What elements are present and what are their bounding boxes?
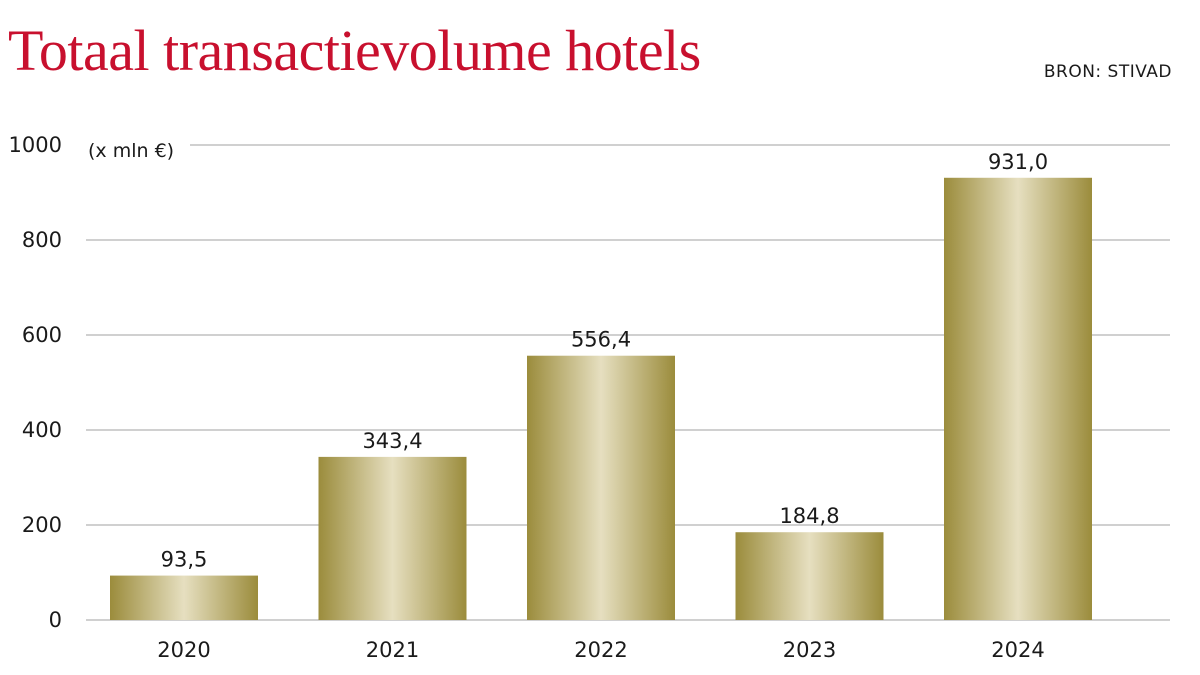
y-tick-label: 600: [22, 323, 62, 347]
bar-2020: [110, 575, 258, 620]
x-tick-label-2023: 2023: [783, 638, 836, 662]
y-tick-label: 1000: [9, 133, 62, 157]
y-tick-label: 800: [22, 228, 62, 252]
bars: [110, 177, 1092, 620]
value-label-2022: 556,4: [571, 328, 631, 352]
chart-title: Totaal transactievolume hotels: [8, 18, 701, 83]
bar-2023: [735, 532, 884, 620]
bar-2024: [944, 177, 1092, 620]
value-label-2021: 343,4: [362, 429, 422, 453]
unit-label: (x mln €): [88, 140, 174, 162]
value-label-2020: 93,5: [161, 548, 208, 572]
y-tick-label: 400: [22, 418, 62, 442]
y-tick-label: 0: [49, 608, 62, 632]
value-label-2024: 931,0: [988, 150, 1048, 174]
x-tick-label-2024: 2024: [991, 638, 1044, 662]
value-labels: 93,5 343,4 556,4 184,8 931,0: [161, 150, 1048, 572]
x-tick-label-2020: 2020: [157, 638, 210, 662]
x-tick-label-2021: 2021: [366, 638, 419, 662]
y-axis-ticks: 0 200 400 600 800 1000: [9, 133, 62, 632]
y-tick-label: 200: [22, 513, 62, 537]
source-label: BRON: STIVAD: [1043, 62, 1172, 82]
bar-2021: [318, 456, 467, 620]
bar-2022: [527, 355, 675, 620]
x-tick-label-2022: 2022: [574, 638, 627, 662]
x-axis-ticks: 2020 2021 2022 2023 2024: [157, 638, 1044, 662]
value-label-2023: 184,8: [779, 504, 839, 528]
